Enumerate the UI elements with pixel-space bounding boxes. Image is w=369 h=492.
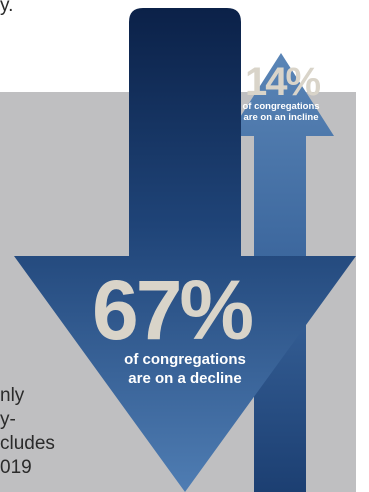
decline-percent: 67%	[92, 263, 254, 357]
decline-caption-line-2: are on a decline	[128, 370, 242, 387]
background-text-fragment-top: y.	[0, 0, 14, 16]
decline-caption: of congregations are on a decline	[96, 350, 274, 388]
background-text-line-1: nly	[0, 385, 25, 406]
incline-caption: of congregations are on an incline	[233, 101, 329, 123]
background-text-line-2: y-	[0, 409, 16, 430]
decline-arrow-shape	[14, 8, 356, 492]
incline-caption-line-2: are on an incline	[243, 112, 319, 123]
incline-caption-line-1: of congregations	[242, 101, 320, 112]
incline-percent: 14%	[245, 60, 321, 104]
background-text-line-3: cludes	[0, 433, 55, 454]
decline-caption-line-1: of congregations	[124, 351, 246, 368]
background-text-line-4: 019	[0, 457, 32, 478]
